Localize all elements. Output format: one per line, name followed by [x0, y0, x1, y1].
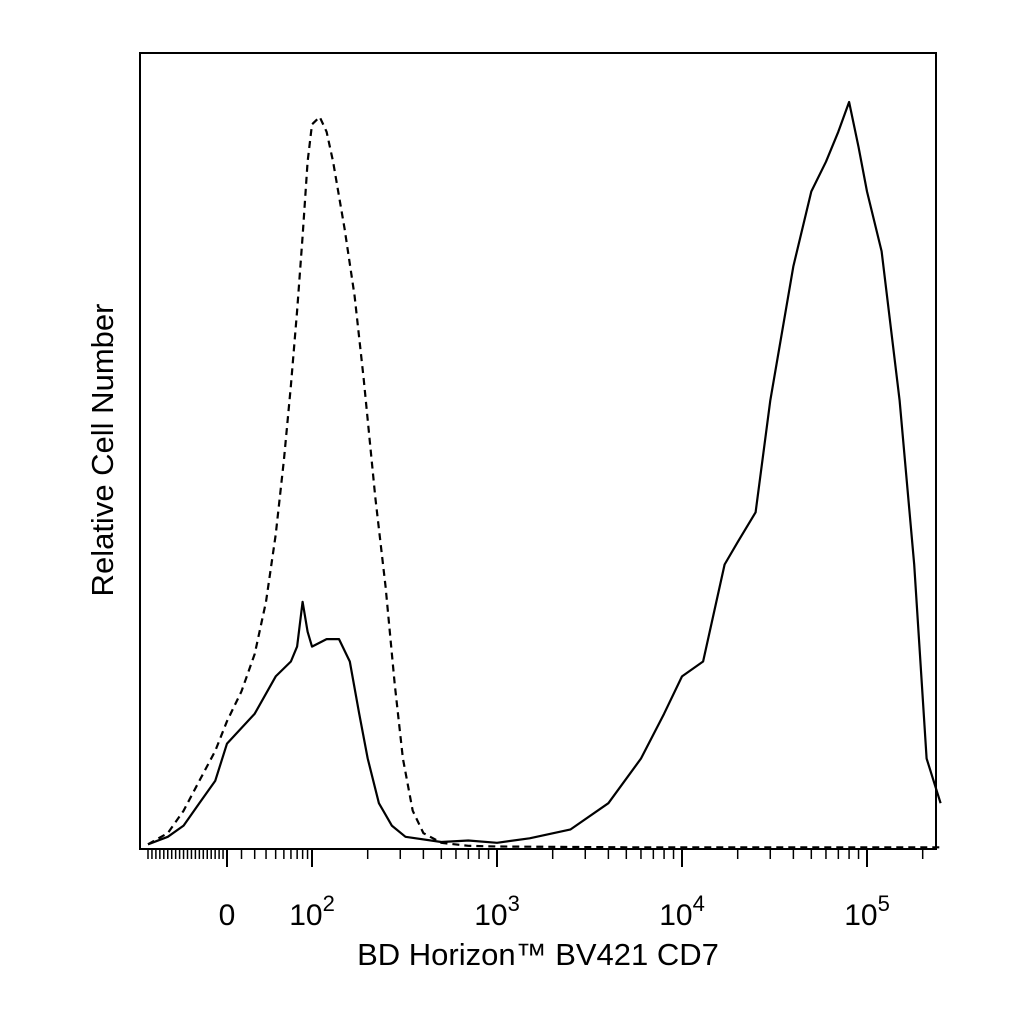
x-tick-label: 102 [289, 891, 335, 932]
x-tick-label: 103 [474, 891, 520, 932]
solid-histogram-line [147, 100, 942, 846]
x-axis-title: BD Horizon™ BV421 CD7 [357, 937, 719, 972]
plot-frame [139, 52, 937, 850]
x-tick-label: 104 [659, 891, 705, 932]
series-layer [147, 100, 942, 849]
x-axis-minor-ticks [147, 849, 924, 859]
y-axis-title: Relative Cell Number [85, 304, 120, 597]
x-axis-tick-labels: 0 102 103 104 105 [219, 891, 890, 932]
x-axis-major-ticks [226, 849, 868, 867]
x-tick-label: 105 [844, 891, 890, 932]
x-tick-label: 0 [219, 899, 236, 932]
dashed-histogram-line [147, 115, 941, 849]
